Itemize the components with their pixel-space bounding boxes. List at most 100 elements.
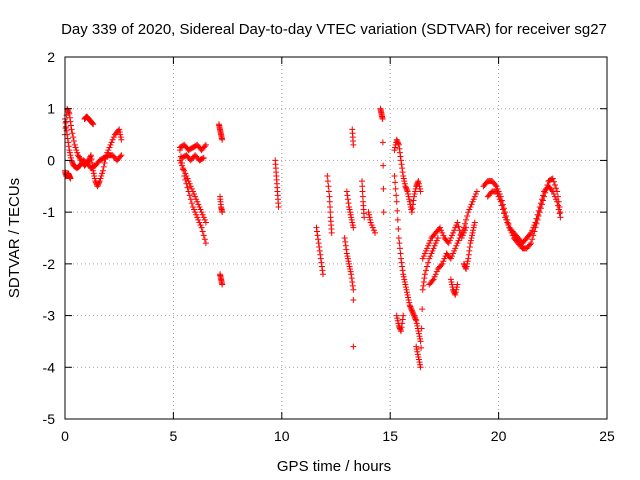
data-point — [434, 235, 441, 241]
data-point — [72, 144, 79, 151]
data-point — [414, 322, 421, 329]
data-point — [101, 160, 108, 167]
data-point — [344, 253, 351, 260]
data-point — [397, 153, 404, 160]
data-point — [317, 251, 324, 258]
data-point — [66, 147, 73, 154]
data-point — [346, 206, 353, 213]
data-point — [108, 139, 115, 146]
x-tick-label: 0 — [61, 428, 69, 444]
data-point — [396, 145, 403, 152]
data-point — [505, 222, 512, 229]
data-point — [495, 193, 502, 200]
data-point — [359, 178, 366, 185]
data-point — [326, 193, 333, 200]
data-point — [471, 193, 478, 200]
data-point — [341, 235, 348, 241]
data-point — [201, 143, 208, 150]
data-point — [421, 250, 428, 257]
data-point — [89, 119, 96, 126]
data-point — [181, 167, 188, 174]
data-point — [421, 271, 428, 278]
data-point — [200, 154, 207, 161]
data-point — [397, 250, 404, 257]
data-point — [396, 149, 403, 156]
data-point — [415, 353, 422, 360]
data-point — [473, 188, 480, 195]
data-point — [219, 136, 226, 143]
data-point — [117, 134, 124, 141]
data-point — [464, 213, 471, 220]
data-point — [96, 178, 103, 185]
data-point — [198, 209, 205, 216]
data-point — [199, 228, 206, 235]
data-point — [422, 247, 429, 254]
data-point — [452, 224, 459, 231]
y-tick-labels: -5 -4 -3 -2 -1 0 1 2 — [43, 49, 56, 427]
data-point — [448, 253, 455, 260]
data-point — [99, 167, 106, 174]
data-point — [110, 134, 117, 141]
data-point — [557, 214, 564, 221]
data-point — [417, 361, 424, 368]
data-point — [451, 247, 458, 254]
data-point — [439, 260, 446, 267]
data-point — [400, 312, 407, 319]
data-point — [553, 185, 560, 192]
data-point — [401, 180, 408, 187]
data-point — [107, 141, 114, 148]
data-point — [426, 255, 433, 262]
data-point — [372, 229, 379, 236]
data-point — [70, 138, 77, 145]
data-point — [409, 309, 416, 316]
data-point — [497, 198, 504, 205]
data-point — [472, 191, 479, 198]
data-point — [452, 245, 459, 252]
data-point — [400, 271, 407, 278]
data-point — [551, 193, 558, 200]
data-point — [405, 297, 412, 304]
data-point — [65, 109, 72, 116]
data-point — [493, 188, 500, 195]
data-point — [460, 224, 467, 231]
data-point — [315, 236, 322, 243]
data-point — [348, 216, 355, 223]
data-point — [346, 203, 353, 210]
data-point — [412, 188, 419, 195]
data-point — [527, 241, 534, 248]
data-point — [193, 196, 200, 203]
data-point — [498, 202, 505, 209]
data-point — [398, 157, 405, 164]
data-point — [118, 152, 125, 159]
data-point — [183, 172, 190, 179]
data-point — [202, 219, 209, 226]
data-point — [66, 114, 73, 121]
data-point — [554, 198, 561, 205]
data-point — [463, 216, 470, 223]
data-point — [314, 232, 321, 239]
data-point — [458, 229, 465, 236]
data-point — [428, 250, 435, 257]
data-point — [400, 175, 407, 182]
data-point — [116, 126, 123, 133]
data-point — [199, 155, 206, 162]
data-point — [402, 184, 409, 191]
data-point — [463, 263, 470, 270]
data-point — [399, 267, 406, 274]
data-point — [88, 152, 95, 159]
data-point — [413, 343, 420, 350]
data-point — [342, 238, 349, 245]
data-point — [411, 313, 418, 320]
data-point — [187, 183, 194, 190]
data-point — [380, 185, 387, 192]
data-point — [67, 152, 74, 159]
data-point — [433, 268, 440, 275]
data-point — [200, 214, 207, 221]
data-point — [465, 251, 472, 258]
data-point — [316, 247, 323, 254]
data-point — [398, 328, 405, 335]
data-point — [392, 185, 399, 192]
data-point — [393, 136, 400, 143]
data-point — [194, 198, 201, 205]
